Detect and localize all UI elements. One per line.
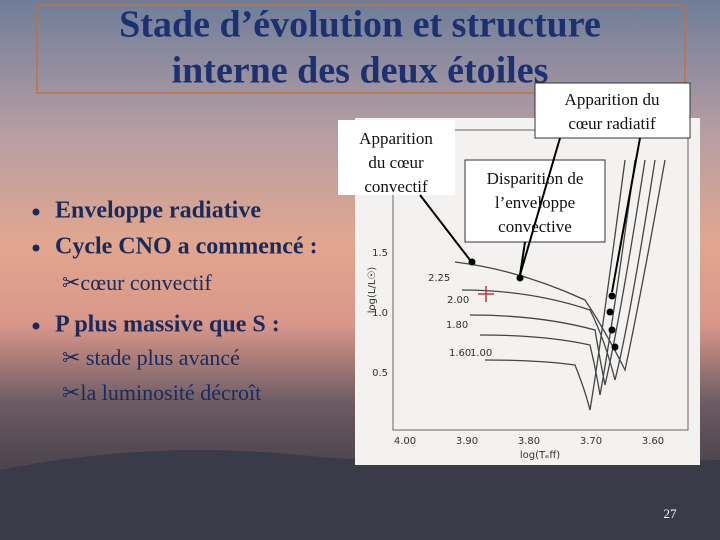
callout-text: Apparition du [565,90,660,109]
callout-box [338,120,455,195]
callout-box [464,159,606,243]
bullet-text: P plus massive que S : [55,312,280,338]
bullet-dot [32,244,40,252]
x-tick-label: 3.80 [518,436,540,447]
bullet-dot [32,322,40,330]
x-tick-label: 3.90 [456,436,478,447]
track-label: 1.60 [449,348,471,359]
callout-text: du cœur [368,153,424,172]
title-line: Stade d’évolution et structure [119,4,601,46]
page-number: 27 [664,506,678,521]
y-tick-label: 1.0 [372,308,388,319]
bullet-text: ✂cœur convectif [62,270,212,295]
title-line: interne des deux étoiles [172,50,549,92]
y-tick-label: 1.5 [372,248,388,259]
track-label: 1.00 [470,348,492,359]
marker [478,286,494,302]
arrows [419,137,641,293]
callout-text: Apparition [359,129,433,148]
points [468,258,619,351]
callout-text: convectif [364,177,428,196]
bullet-text: Enveloppe radiative [55,198,261,224]
y-tick-label: 0.5 [372,368,388,379]
x-tick-label: 3.60 [642,436,664,447]
callout-text: convective [498,217,572,236]
x-tick-label: 3.70 [580,436,602,447]
callout-text: cœur radiatif [568,114,656,133]
ground [0,450,720,540]
bullet-text: ✂la luminosité décroît [62,380,261,405]
callout-text: Disparition de [487,169,584,188]
track-label: 2.00 [447,295,469,306]
bullet-dot [32,208,40,216]
tracks [454,159,666,411]
callout-box [534,82,691,139]
x-axis-title: log(Tₑff) [520,450,560,461]
bullet-text: ✂ stade plus avancé [62,345,240,370]
track-label: 1.80 [446,320,468,331]
title-box [36,4,686,94]
callout-text: l’enveloppe [495,193,575,212]
bullet-text: Cycle CNO a commencé : [55,234,318,260]
y-axis-title: log(L/L☉) [367,267,378,314]
x-tick-label: 4.00 [394,436,416,447]
track-label: 2.25 [428,273,450,284]
